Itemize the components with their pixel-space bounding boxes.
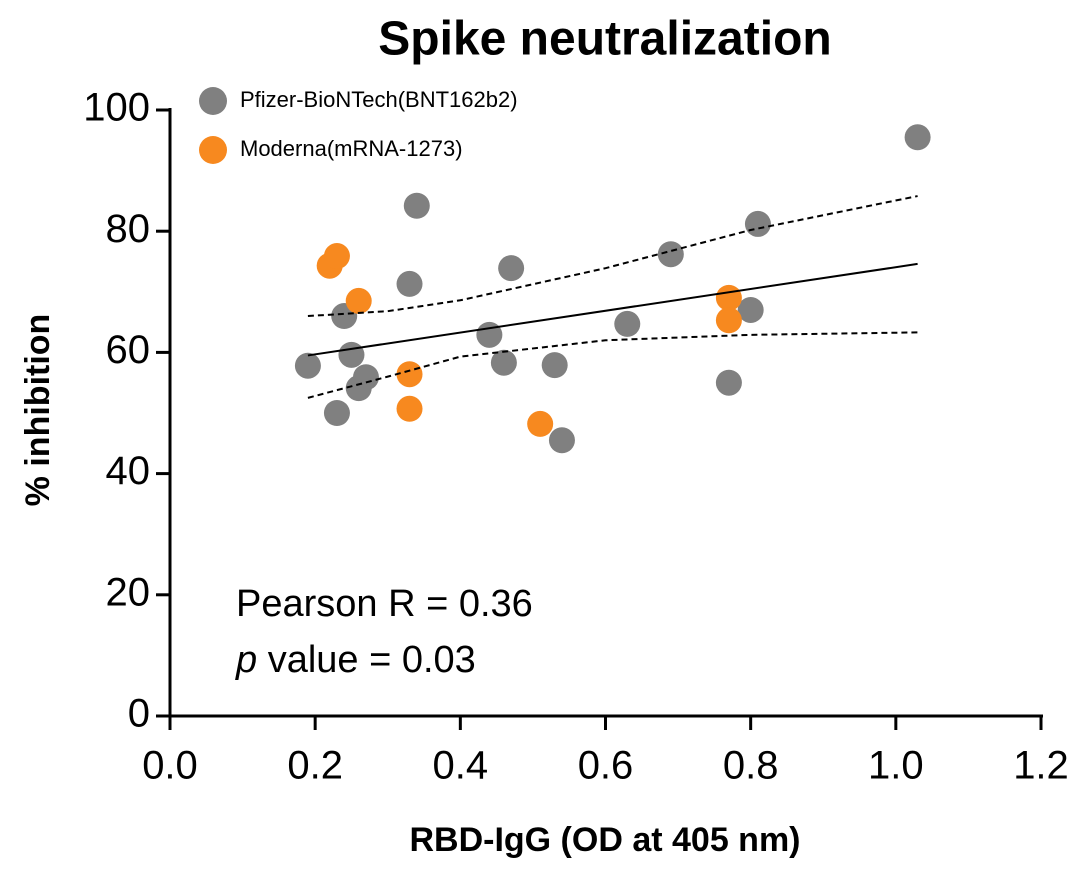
y-tick-label: 40 <box>106 449 151 493</box>
y-axis-label: % inhibition <box>19 314 57 507</box>
data-point <box>352 364 379 391</box>
data-point <box>614 310 641 337</box>
x-tick-label: 1.2 <box>1013 744 1069 788</box>
data-point <box>323 243 350 270</box>
x-axis-label: RBD-IgG (OD at 405 nm) <box>409 821 800 859</box>
data-point <box>527 410 554 437</box>
y-tick-label: 100 <box>83 86 150 130</box>
data-point <box>498 255 525 282</box>
y-tick-label: 60 <box>106 328 151 372</box>
data-point <box>715 307 742 334</box>
x-tick-label: 0.4 <box>433 744 489 788</box>
y-tick-label: 20 <box>106 570 151 614</box>
data-point <box>490 349 517 376</box>
legend-label: Moderna(mRNA-1273) <box>240 136 463 161</box>
annotation: Pearson R = 0.36 <box>236 583 533 625</box>
data-point <box>715 284 742 311</box>
annotation-italic: p <box>235 639 257 681</box>
data-point <box>396 395 423 422</box>
x-tick-label: 0.2 <box>287 744 343 788</box>
data-point <box>904 124 931 151</box>
x-tick-label: 0.6 <box>578 744 634 788</box>
data-point <box>476 321 503 348</box>
data-point <box>396 270 423 297</box>
data-point <box>744 210 771 237</box>
legend-marker <box>199 136 227 164</box>
data-point <box>541 352 568 379</box>
y-tick-label: 80 <box>106 207 151 251</box>
y-tick-label: 0 <box>128 692 150 736</box>
data-point <box>294 352 321 379</box>
confidence-band <box>307 195 918 318</box>
legend-marker <box>199 87 227 115</box>
confidence-band <box>307 331 918 399</box>
x-tick-label: 0.8 <box>723 744 779 788</box>
data-point <box>715 369 742 396</box>
data-point <box>345 287 372 314</box>
legend-label: Pfizer-BioNTech(BNT162b2) <box>240 87 518 112</box>
data-point <box>548 427 575 454</box>
data-point <box>737 296 764 323</box>
fit-line <box>307 262 918 357</box>
data-point <box>657 241 684 268</box>
chart-title: Spike neutralization <box>378 13 831 66</box>
x-tick-label: 0.0 <box>142 744 198 788</box>
annotation-text: value = 0.03 <box>257 639 476 681</box>
data-point <box>396 361 423 388</box>
data-point <box>323 400 350 426</box>
data-point <box>338 341 365 368</box>
annotation: p value = 0.03 <box>235 639 476 681</box>
data-point <box>403 192 430 219</box>
x-tick-label: 1.0 <box>868 744 924 788</box>
